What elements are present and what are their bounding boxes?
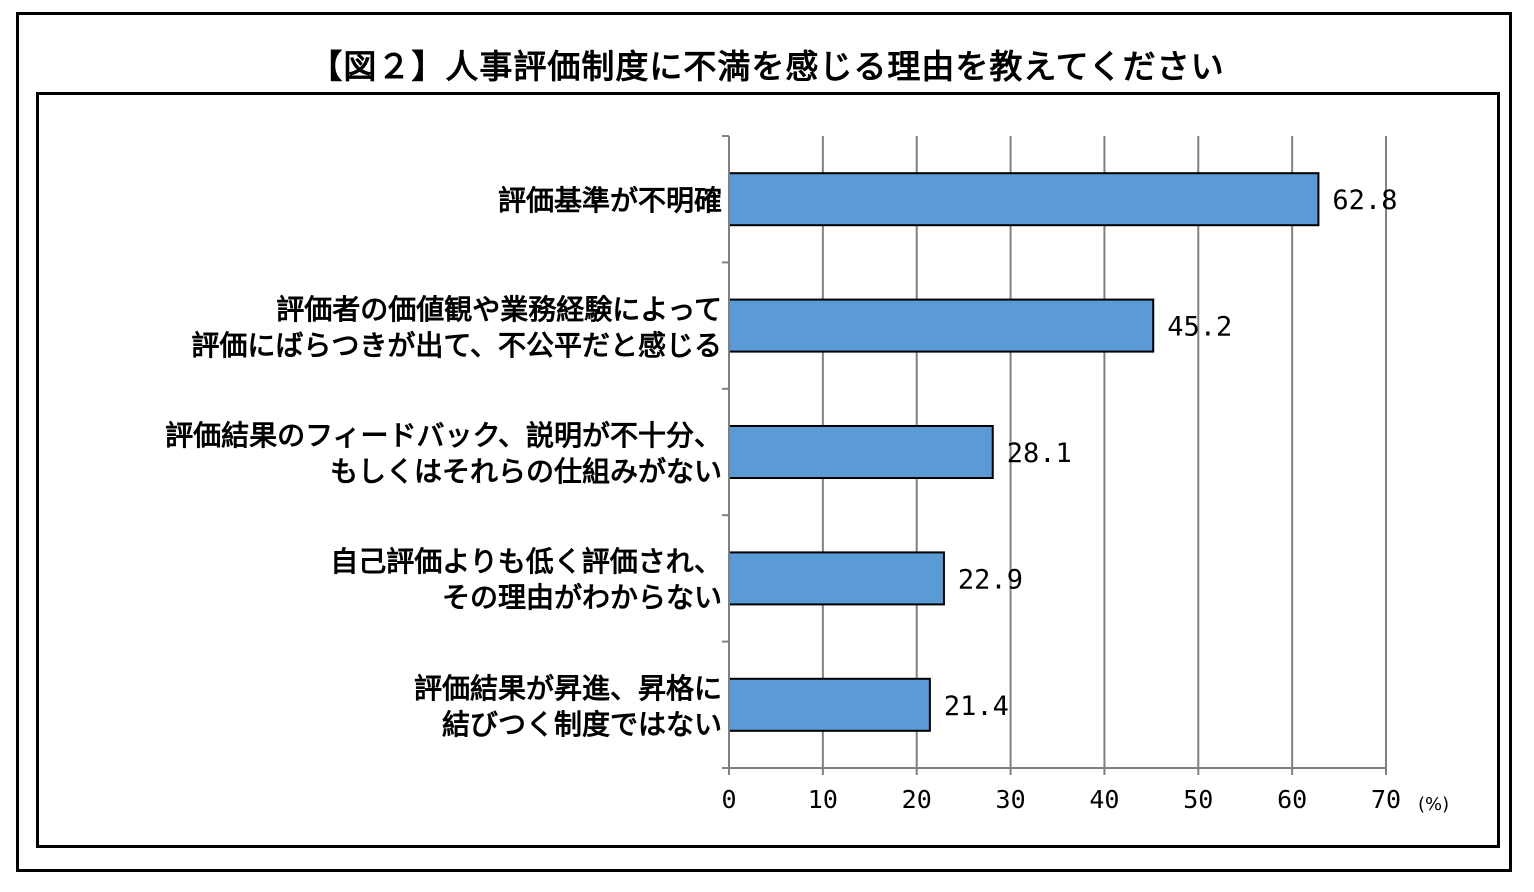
bar-value-label: 62.8 bbox=[1332, 185, 1397, 216]
bar bbox=[728, 172, 1320, 227]
bar-value-label: 45.2 bbox=[1167, 312, 1232, 343]
category-label: 評価結果が昇進、昇格に 結びつく制度ではない bbox=[414, 671, 722, 743]
bar-value-label: 28.1 bbox=[1007, 438, 1072, 469]
x-tick-label: 10 bbox=[808, 785, 838, 814]
bar bbox=[728, 677, 931, 732]
x-axis-unit: (%) bbox=[1418, 794, 1449, 815]
category-label-line: 評価者の価値観や業務経験によって bbox=[276, 292, 722, 326]
x-tick-label: 0 bbox=[721, 785, 736, 814]
category-label: 評価基準が不明確 bbox=[498, 183, 722, 219]
x-tick-label: 50 bbox=[1183, 785, 1213, 814]
x-tick-label: 70 bbox=[1371, 785, 1401, 814]
bar bbox=[728, 551, 945, 606]
category-label-line: 評価結果が昇進、昇格に bbox=[413, 671, 722, 705]
category-label-line: もしくはそれらの仕組みがない bbox=[329, 455, 722, 488]
category-label-line: 評価にばらつきが出て、不公平だと感じる bbox=[191, 328, 722, 362]
x-tick-label: 20 bbox=[902, 785, 932, 814]
category-label: 自己評価よりも低く評価され、 その理由がわからない bbox=[330, 544, 722, 616]
category-label-line: 結びつく制度ではない bbox=[441, 707, 722, 741]
category-label-line: 評価結果のフィードバック、説明が不十分、 bbox=[165, 419, 722, 452]
x-tick-label: 60 bbox=[1277, 785, 1307, 814]
outer-frame bbox=[16, 12, 1512, 872]
category-label: 評価結果のフィードバック、説明が不十分、 もしくはそれらの仕組みがない bbox=[165, 418, 722, 490]
chart-title: 【図２】人事評価制度に不満を感じる理由を教えてください bbox=[309, 47, 1225, 86]
bar bbox=[728, 425, 994, 479]
bar bbox=[728, 298, 1155, 353]
bar-value-label: 21.4 bbox=[944, 691, 1009, 722]
bar-value-label: 22.9 bbox=[958, 564, 1023, 595]
category-label-line: 自己評価よりも低く評価され、 bbox=[330, 545, 722, 579]
x-tick-label: 40 bbox=[1089, 785, 1119, 814]
x-tick-label: 30 bbox=[996, 785, 1026, 814]
category-label-line: その理由がわからない bbox=[441, 581, 722, 615]
category-label: 評価者の価値観や業務経験によって 評価にばらつきが出て、不公平だと感じる bbox=[191, 292, 722, 364]
chart-frame bbox=[36, 92, 1500, 848]
category-label-line: 評価基準が不明確 bbox=[497, 184, 722, 218]
